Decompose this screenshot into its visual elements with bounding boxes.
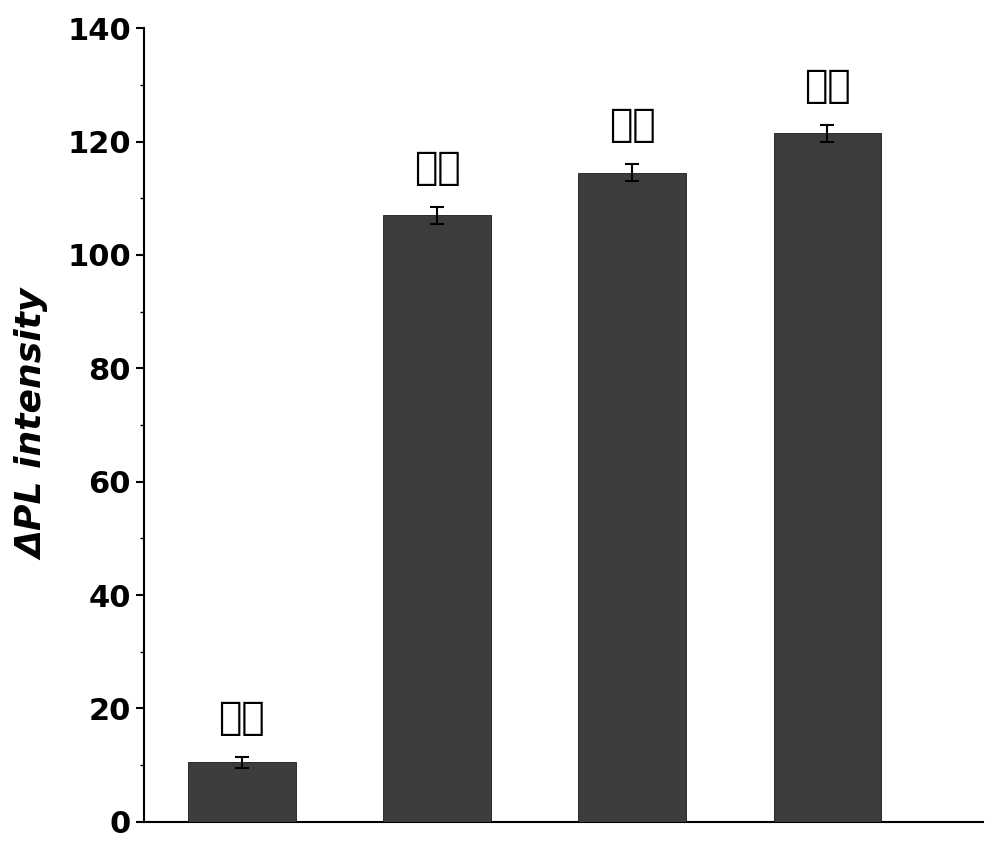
Bar <box>774 133 881 822</box>
Bar <box>383 215 491 822</box>
Bar <box>188 763 296 822</box>
Text: 薄膜: 薄膜 <box>414 149 460 187</box>
Y-axis label: ΔPL intensity: ΔPL intensity <box>17 290 51 560</box>
Bar <box>578 173 686 822</box>
Text: 海绵: 海绵 <box>804 67 851 104</box>
Text: 空白: 空白 <box>218 698 265 737</box>
Text: 纤维: 纤维 <box>609 106 655 145</box>
